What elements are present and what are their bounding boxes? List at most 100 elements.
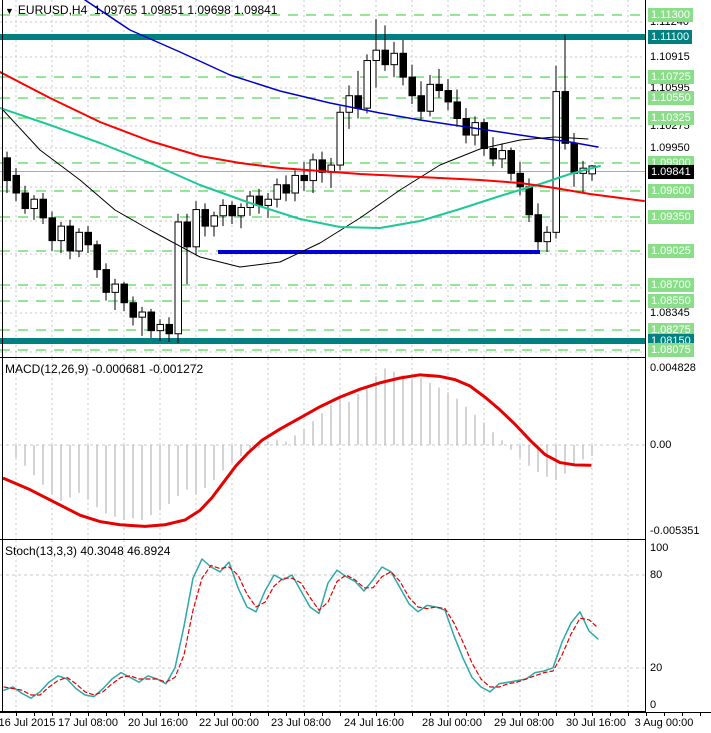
time-axis-label: 22 Jul 00:00 [199, 717, 259, 729]
candle-bullish [57, 225, 65, 242]
time-tick [484, 712, 485, 716]
time-tick [16, 712, 17, 716]
price-level-badge-green: 1.09350 [648, 210, 694, 224]
macd-signal-line [2, 373, 592, 528]
ohlc-values: 1.09765 1.09851 1.09698 1.09841 [93, 3, 278, 17]
candle-bullish [75, 231, 83, 252]
time-tick [124, 712, 125, 716]
candle-bullish [336, 111, 344, 166]
chart-title: ▼ EURUSD,H4 1.09765 1.09851 1.09698 1.098… [5, 3, 277, 17]
macd-tick-label: 0.00 [650, 439, 672, 451]
time-tick [628, 712, 629, 716]
stoch-tick-label: 80 [650, 569, 663, 581]
candle-bearish [201, 209, 209, 227]
candle-bearish [561, 91, 569, 144]
price-level-badge-green: 1.10325 [648, 111, 694, 125]
price-level-badge-green: 1.09600 [648, 184, 694, 198]
time-tick [70, 712, 71, 716]
candle-bearish [507, 150, 515, 174]
candle-bullish [363, 60, 371, 109]
time-tick [196, 712, 197, 716]
symbol-label: EURUSD,H4 [17, 3, 88, 17]
time-tick [646, 712, 647, 716]
candle-bearish [93, 244, 101, 271]
candle-bearish [129, 302, 137, 318]
candle-bullish [498, 150, 506, 160]
price-level-badge-green: 1.08700 [648, 278, 694, 292]
ma-red [0, 71, 645, 202]
price-level-badge-green: 1.08550 [648, 294, 694, 308]
candle-bearish [408, 76, 416, 97]
time-tick [448, 712, 449, 716]
price-chart-panel[interactable] [0, 0, 646, 357]
candle-bearish [570, 142, 578, 174]
price-axis[interactable]: 1.112401.109151.105951.102751.099501.093… [646, 0, 711, 712]
time-tick [268, 712, 269, 716]
candle-bearish [282, 184, 290, 194]
stoch-tick-label: 20 [650, 662, 663, 674]
time-tick [394, 712, 395, 716]
stoch-tick-label: 0 [650, 699, 657, 711]
axis-border-vertical [645, 0, 646, 712]
candle-bullish [30, 198, 38, 210]
time-tick [556, 712, 557, 716]
time-tick [34, 712, 35, 716]
candle-bearish [84, 231, 92, 246]
macd-panel[interactable] [0, 358, 646, 539]
price-level-badge-green: 1.10725 [648, 70, 694, 84]
time-tick [520, 712, 521, 716]
candle-bearish [480, 122, 488, 150]
time-axis-label: 30 Jul 16:00 [566, 717, 626, 729]
time-tick [358, 712, 359, 716]
candle-bullish [174, 221, 182, 335]
candle-bullish [372, 49, 380, 62]
time-tick [88, 712, 89, 716]
candle-bullish [219, 204, 227, 217]
left-border [2, 0, 3, 712]
time-tick [664, 712, 665, 716]
time-axis-label: 24 Jul 16:00 [344, 717, 404, 729]
candle-bearish [228, 204, 236, 217]
candle-bearish [183, 221, 191, 248]
time-tick [610, 712, 611, 716]
candle-bearish [444, 90, 452, 103]
candle-bullish [138, 311, 146, 318]
candle-bearish [381, 49, 389, 66]
stoch-label: Stoch(13,3,3) 40.3048 46.8924 [5, 544, 171, 558]
candle-bullish [210, 215, 218, 227]
candle-bullish [111, 283, 119, 293]
time-tick [466, 712, 467, 716]
candle-bullish [273, 184, 281, 200]
time-tick [538, 712, 539, 716]
price-chart-canvas[interactable] [0, 0, 646, 357]
time-tick [682, 712, 683, 716]
candle-bearish [102, 269, 110, 293]
candle-bullish [237, 206, 245, 217]
time-tick [430, 712, 431, 716]
macd-tick-label: -0.005351 [650, 525, 700, 537]
time-tick [286, 712, 287, 716]
price-level-badge-teal: 1.11100 [648, 30, 693, 44]
macd-label: MACD(12,26,9) -0.000681 -0.001272 [5, 362, 204, 376]
stoch-k-line [3, 558, 599, 699]
time-tick [214, 712, 215, 716]
candle-bearish [516, 172, 524, 188]
candle-bearish [525, 186, 533, 216]
stochastic-canvas[interactable] [0, 540, 646, 712]
candle-bearish [435, 83, 443, 92]
macd-canvas[interactable] [0, 358, 646, 539]
time-tick [178, 712, 179, 716]
stochastic-panel[interactable] [0, 540, 646, 712]
time-tick [250, 712, 251, 716]
time-axis-label: 17 Jul 08:00 [58, 717, 118, 729]
time-tick [376, 712, 377, 716]
candle-bearish [399, 52, 407, 78]
price-tick-label: 1.08345 [650, 307, 690, 319]
time-tick [322, 712, 323, 716]
price-level-badge-green: 1.10550 [648, 91, 694, 105]
symbol-dropdown-icon[interactable]: ▼ [5, 6, 14, 16]
time-axis[interactable]: 16 Jul 2015 17 Jul 08:00 20 Jul 16:00 22 Ju… [0, 712, 711, 733]
macd-tick-label: 0.004828 [650, 362, 696, 374]
candle-bearish [147, 311, 155, 332]
